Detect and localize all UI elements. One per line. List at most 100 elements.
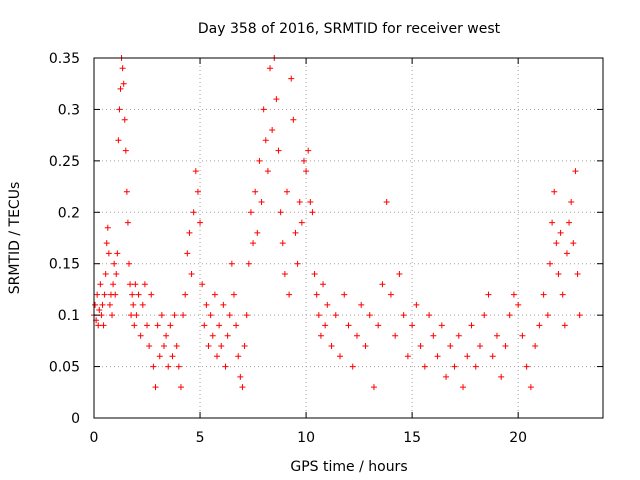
data-point xyxy=(144,322,151,329)
data-point xyxy=(559,291,566,298)
data-point xyxy=(413,301,420,308)
data-point xyxy=(345,322,352,329)
data-point xyxy=(409,322,416,329)
data-point xyxy=(133,312,140,319)
data-point xyxy=(137,332,144,339)
data-point xyxy=(315,312,322,319)
data-point xyxy=(180,312,187,319)
data-point xyxy=(100,322,107,329)
data-point xyxy=(184,250,191,257)
data-point xyxy=(358,301,365,308)
data-point xyxy=(392,332,399,339)
data-point xyxy=(269,127,276,133)
data-point xyxy=(109,312,116,319)
data-point xyxy=(536,322,543,329)
data-point xyxy=(128,312,135,319)
data-point xyxy=(95,322,102,329)
data-point xyxy=(175,363,182,370)
data-point xyxy=(154,322,161,329)
data-point xyxy=(92,301,99,308)
data-point xyxy=(375,322,382,329)
data-point xyxy=(239,384,246,391)
data-point xyxy=(464,353,471,360)
data-point xyxy=(303,168,310,175)
y-tick-label: 0.2 xyxy=(58,205,80,221)
data-point xyxy=(182,291,189,298)
data-point xyxy=(332,312,339,319)
y-tick-label: 0.3 xyxy=(58,102,80,118)
data-point xyxy=(320,281,327,288)
data-point xyxy=(188,271,195,277)
data-point xyxy=(252,188,259,195)
data-point xyxy=(296,199,303,205)
data-point xyxy=(549,219,556,226)
data-point xyxy=(96,307,103,313)
data-point xyxy=(430,332,437,339)
data-point xyxy=(426,312,433,319)
data-point xyxy=(125,260,132,267)
data-point xyxy=(99,301,106,308)
data-point xyxy=(123,188,130,195)
data-point xyxy=(127,281,134,288)
data-point xyxy=(201,322,208,329)
data-point xyxy=(226,312,233,319)
data-point xyxy=(349,363,356,370)
data-point xyxy=(97,281,104,288)
data-point xyxy=(527,384,534,391)
data-point xyxy=(311,271,318,277)
data-point xyxy=(139,301,146,308)
x-tick-label: 20 xyxy=(509,430,527,446)
data-point xyxy=(129,291,136,298)
data-point xyxy=(544,312,551,319)
data-point xyxy=(283,188,290,195)
data-point xyxy=(366,312,373,319)
data-point xyxy=(493,332,500,339)
data-point xyxy=(396,271,403,277)
data-point xyxy=(203,301,210,308)
data-point xyxy=(298,219,305,226)
data-point xyxy=(290,116,297,123)
y-tick-label: 0.1 xyxy=(58,308,80,324)
data-point xyxy=(519,332,526,339)
data-point xyxy=(112,291,119,298)
data-point xyxy=(260,106,267,113)
data-point xyxy=(116,106,123,113)
data-point xyxy=(169,353,176,360)
data-point xyxy=(190,209,197,216)
data-point xyxy=(150,363,157,370)
data-point xyxy=(222,363,229,370)
data-point xyxy=(101,291,108,298)
data-point xyxy=(555,271,562,277)
data-point xyxy=(105,250,112,257)
data-point xyxy=(148,291,155,298)
data-point xyxy=(481,312,488,319)
data-point xyxy=(247,209,254,216)
data-point xyxy=(124,219,131,226)
data-point xyxy=(421,363,428,370)
data-point xyxy=(245,260,252,267)
data-point xyxy=(224,332,231,339)
data-point xyxy=(233,322,240,329)
data-point xyxy=(111,260,118,267)
data-point xyxy=(532,343,539,349)
data-point xyxy=(489,353,496,360)
data-point xyxy=(207,312,214,319)
plot-frame xyxy=(93,57,604,419)
data-point xyxy=(120,80,127,87)
data-point xyxy=(561,322,568,329)
data-point xyxy=(173,343,180,349)
data-point xyxy=(235,353,242,360)
y-tick-label: 0.15 xyxy=(49,257,80,273)
chart-title: Day 358 of 2016, SRMTID for receiver wes… xyxy=(198,21,501,37)
data-point xyxy=(292,229,299,236)
data-point xyxy=(122,147,129,154)
data-point xyxy=(417,343,424,349)
data-point xyxy=(243,312,250,319)
data-point xyxy=(322,322,329,329)
y-tick-label: 0.35 xyxy=(49,51,80,67)
data-point xyxy=(171,312,178,319)
data-point xyxy=(566,219,573,226)
x-tick-label: 5 xyxy=(196,430,205,446)
data-point xyxy=(194,188,201,195)
